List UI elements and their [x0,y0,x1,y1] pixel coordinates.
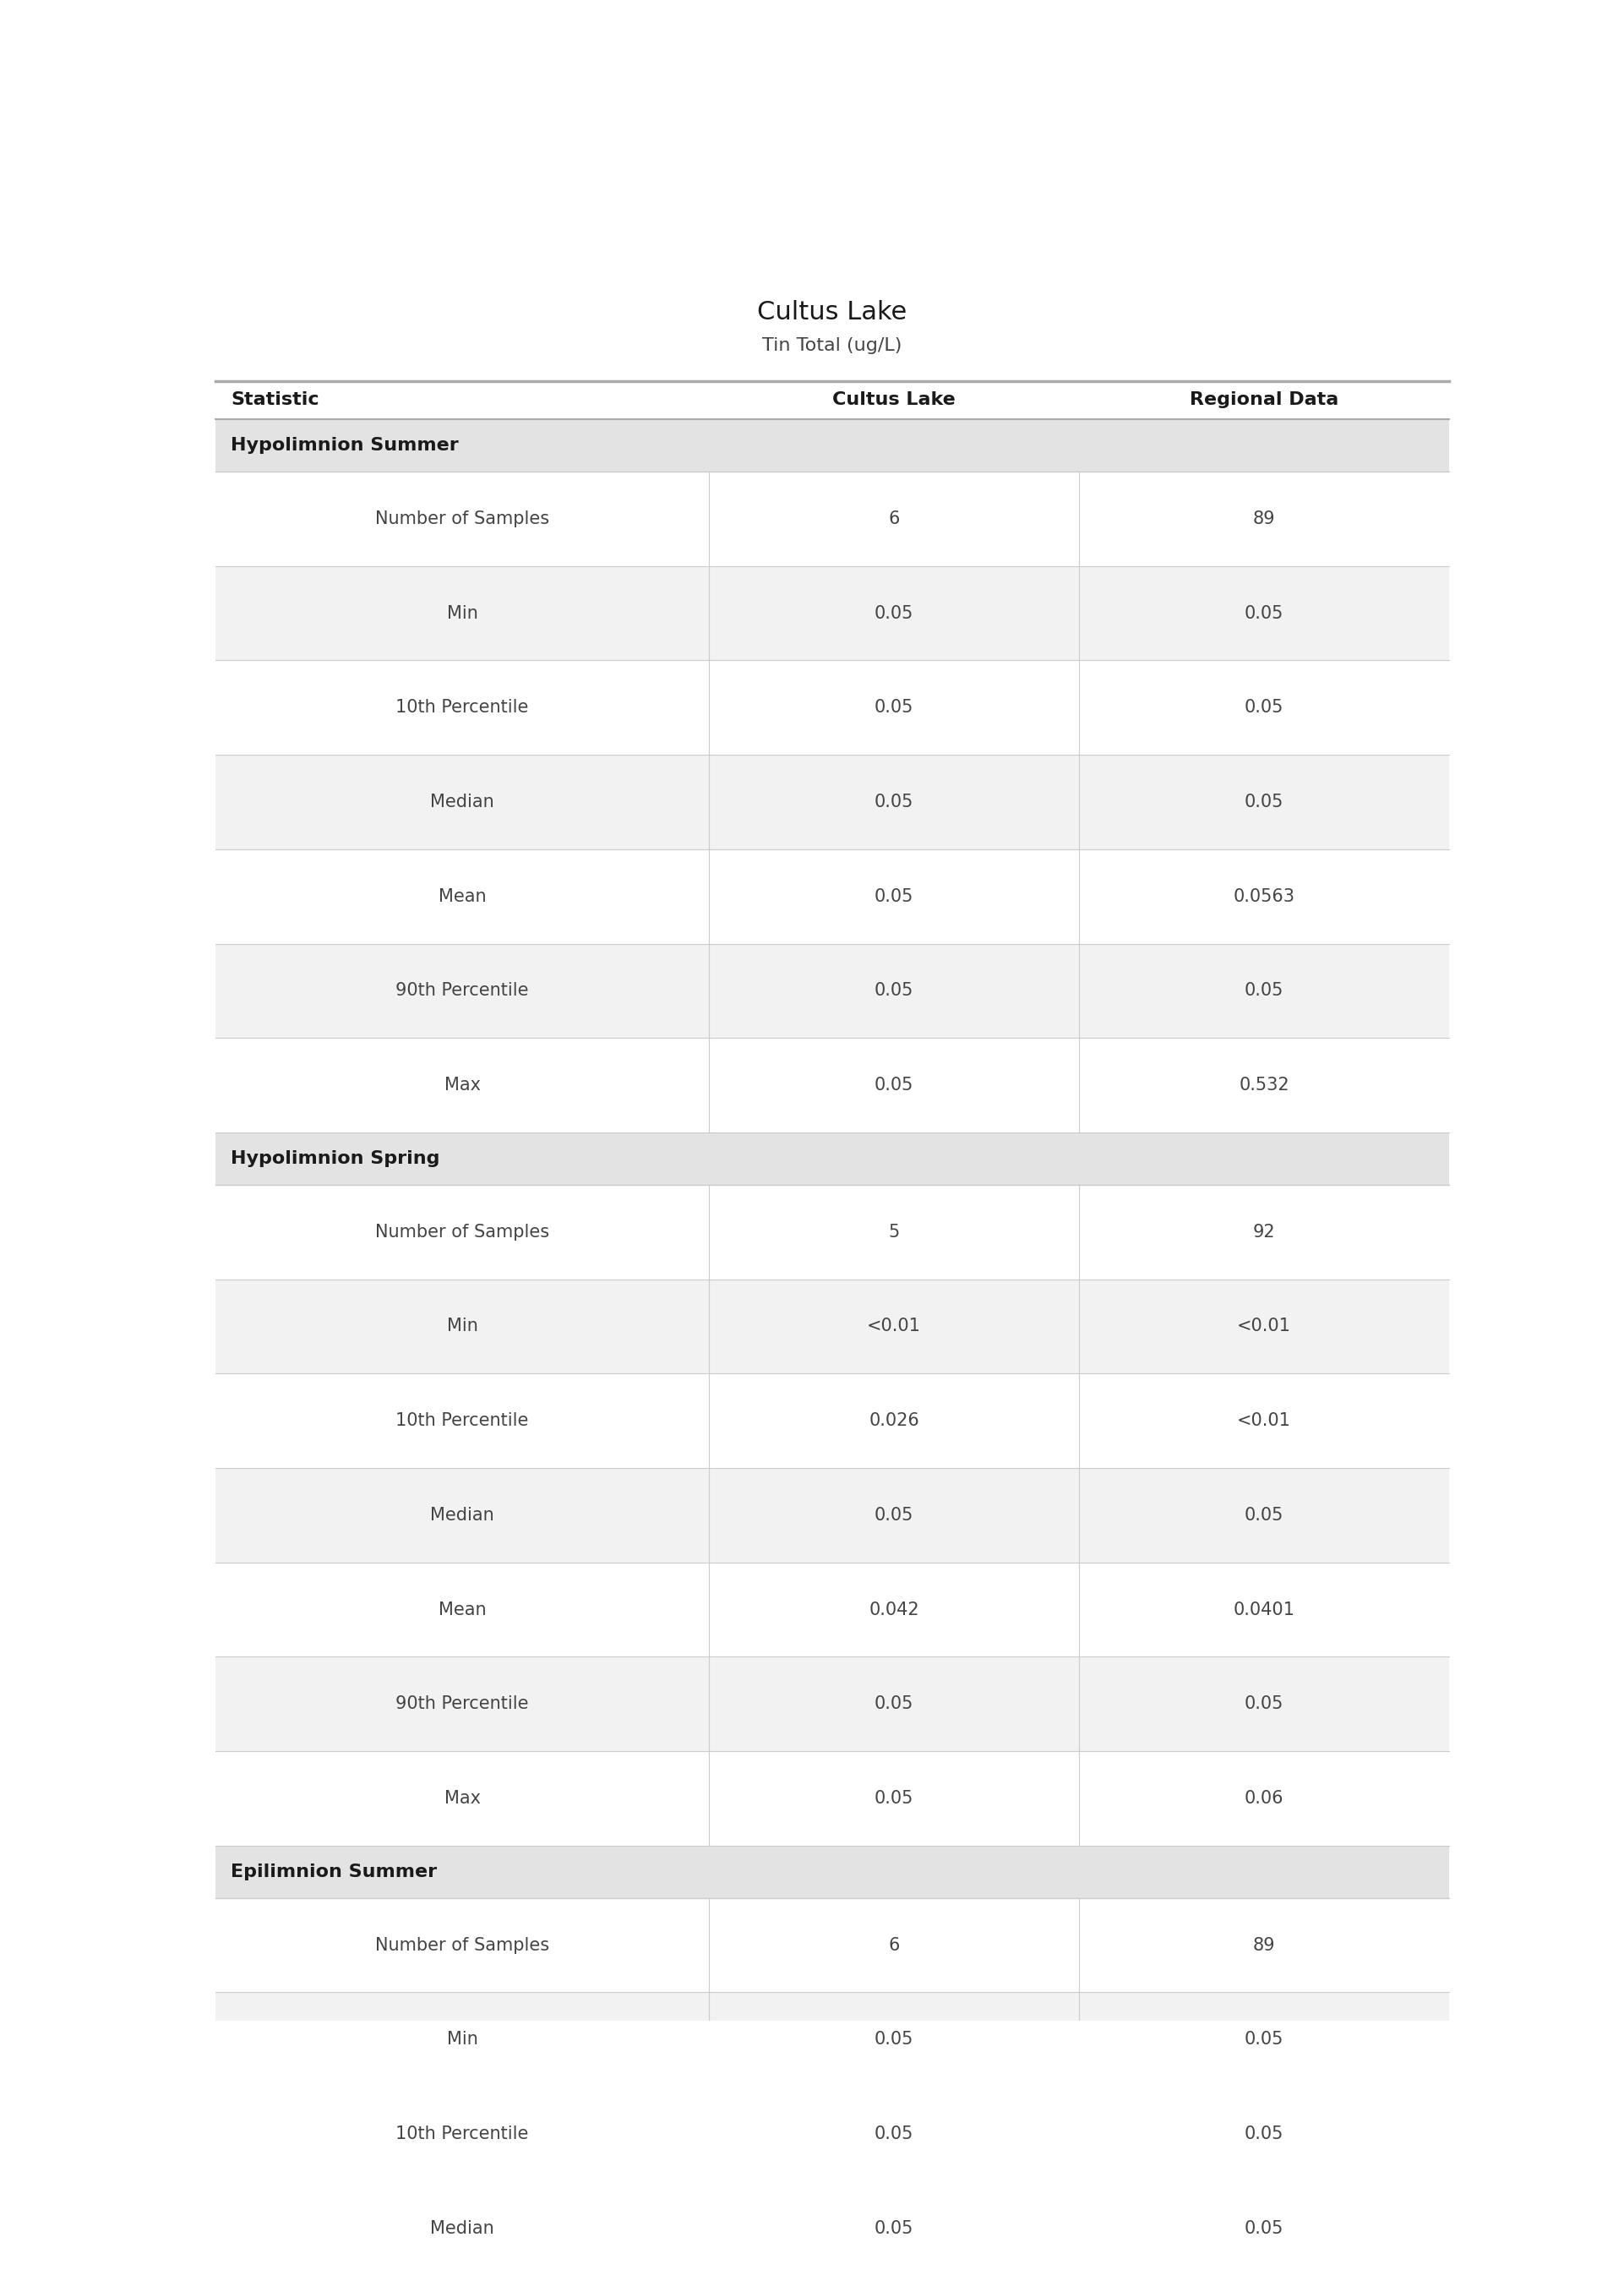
Bar [216,1469,1449,1562]
Text: Mean: Mean [438,1600,486,1619]
Bar [216,1993,1449,2086]
Text: 0.05: 0.05 [874,1696,914,1712]
Text: 89: 89 [1252,511,1275,527]
Text: 0.05: 0.05 [1244,1507,1283,1523]
Text: 0.05: 0.05 [1244,699,1283,715]
Text: 89: 89 [1252,1936,1275,1954]
Text: 0.05: 0.05 [874,699,914,715]
Bar [216,661,1449,756]
Bar [216,2181,1449,2270]
Text: 0.05: 0.05 [1244,2032,1283,2048]
Text: Max: Max [443,1076,481,1094]
Text: Min: Min [447,2032,477,2048]
Text: Statistic: Statistic [231,390,318,409]
Bar [216,565,1449,661]
Text: Cultus Lake: Cultus Lake [757,300,908,325]
Bar [216,1562,1449,1657]
Text: Regional Data: Regional Data [1189,390,1338,409]
Text: 5: 5 [888,1224,900,1239]
Text: Min: Min [447,1319,477,1335]
Text: <0.01: <0.01 [1237,1319,1291,1335]
Text: Min: Min [447,604,477,622]
Bar [216,1133,1449,1185]
Text: Tin Total (ug/L): Tin Total (ug/L) [762,338,903,354]
Text: 0.05: 0.05 [874,983,914,999]
Text: 0.05: 0.05 [874,888,914,906]
Text: <0.01: <0.01 [1237,1412,1291,1430]
Text: Mean: Mean [438,888,486,906]
Text: 90th Percentile: 90th Percentile [396,983,529,999]
Text: Epilimnion Summer: Epilimnion Summer [231,1864,437,1880]
Text: 0.05: 0.05 [874,1789,914,1807]
Text: 0.05: 0.05 [874,2125,914,2143]
Text: 0.05: 0.05 [1244,983,1283,999]
Bar [216,849,1449,944]
Text: 90th Percentile: 90th Percentile [396,1696,529,1712]
Bar [216,1898,1449,1993]
Bar [216,1280,1449,1373]
Text: 0.05: 0.05 [1244,2125,1283,2143]
Bar [216,1657,1449,1750]
Text: 6: 6 [888,511,900,527]
Text: Cultus Lake: Cultus Lake [833,390,955,409]
Text: 10th Percentile: 10th Percentile [396,2125,529,2143]
Text: Median: Median [430,2220,494,2236]
Text: Number of Samples: Number of Samples [375,511,549,527]
Text: 6: 6 [888,1936,900,1954]
Text: 0.05: 0.05 [874,1507,914,1523]
Bar [216,1373,1449,1469]
Text: 0.042: 0.042 [869,1600,919,1619]
Text: 0.0563: 0.0563 [1233,888,1294,906]
Bar [216,420,1449,472]
Text: Hypolimnion Spring: Hypolimnion Spring [231,1151,440,1167]
Text: 0.05: 0.05 [1244,1696,1283,1712]
Bar [216,2086,1449,2181]
Text: 0.05: 0.05 [1244,2220,1283,2236]
Text: 0.05: 0.05 [874,1076,914,1094]
Bar [216,1185,1449,1280]
Text: 0.05: 0.05 [1244,604,1283,622]
Bar [216,1846,1449,1898]
Text: 0.0401: 0.0401 [1233,1600,1294,1619]
Text: 0.05: 0.05 [874,604,914,622]
Text: Hypolimnion Summer: Hypolimnion Summer [231,438,458,454]
Bar [216,1037,1449,1133]
Text: Number of Samples: Number of Samples [375,1936,549,1954]
Text: 10th Percentile: 10th Percentile [396,1412,529,1430]
Text: 92: 92 [1252,1224,1275,1239]
Text: 0.05: 0.05 [874,2032,914,2048]
Bar [216,1750,1449,1846]
Bar [216,381,1449,420]
Text: Median: Median [430,794,494,810]
Text: Max: Max [443,1789,481,1807]
Text: 0.05: 0.05 [1244,794,1283,810]
Text: Median: Median [430,1507,494,1523]
Text: 0.532: 0.532 [1239,1076,1289,1094]
Text: 0.05: 0.05 [874,794,914,810]
Text: 0.026: 0.026 [869,1412,919,1430]
Text: Number of Samples: Number of Samples [375,1224,549,1239]
Text: <0.01: <0.01 [867,1319,921,1335]
Bar [216,472,1449,565]
Text: 0.06: 0.06 [1244,1789,1283,1807]
Bar [216,756,1449,849]
Bar [216,944,1449,1037]
Text: 0.05: 0.05 [874,2220,914,2236]
Text: 10th Percentile: 10th Percentile [396,699,529,715]
